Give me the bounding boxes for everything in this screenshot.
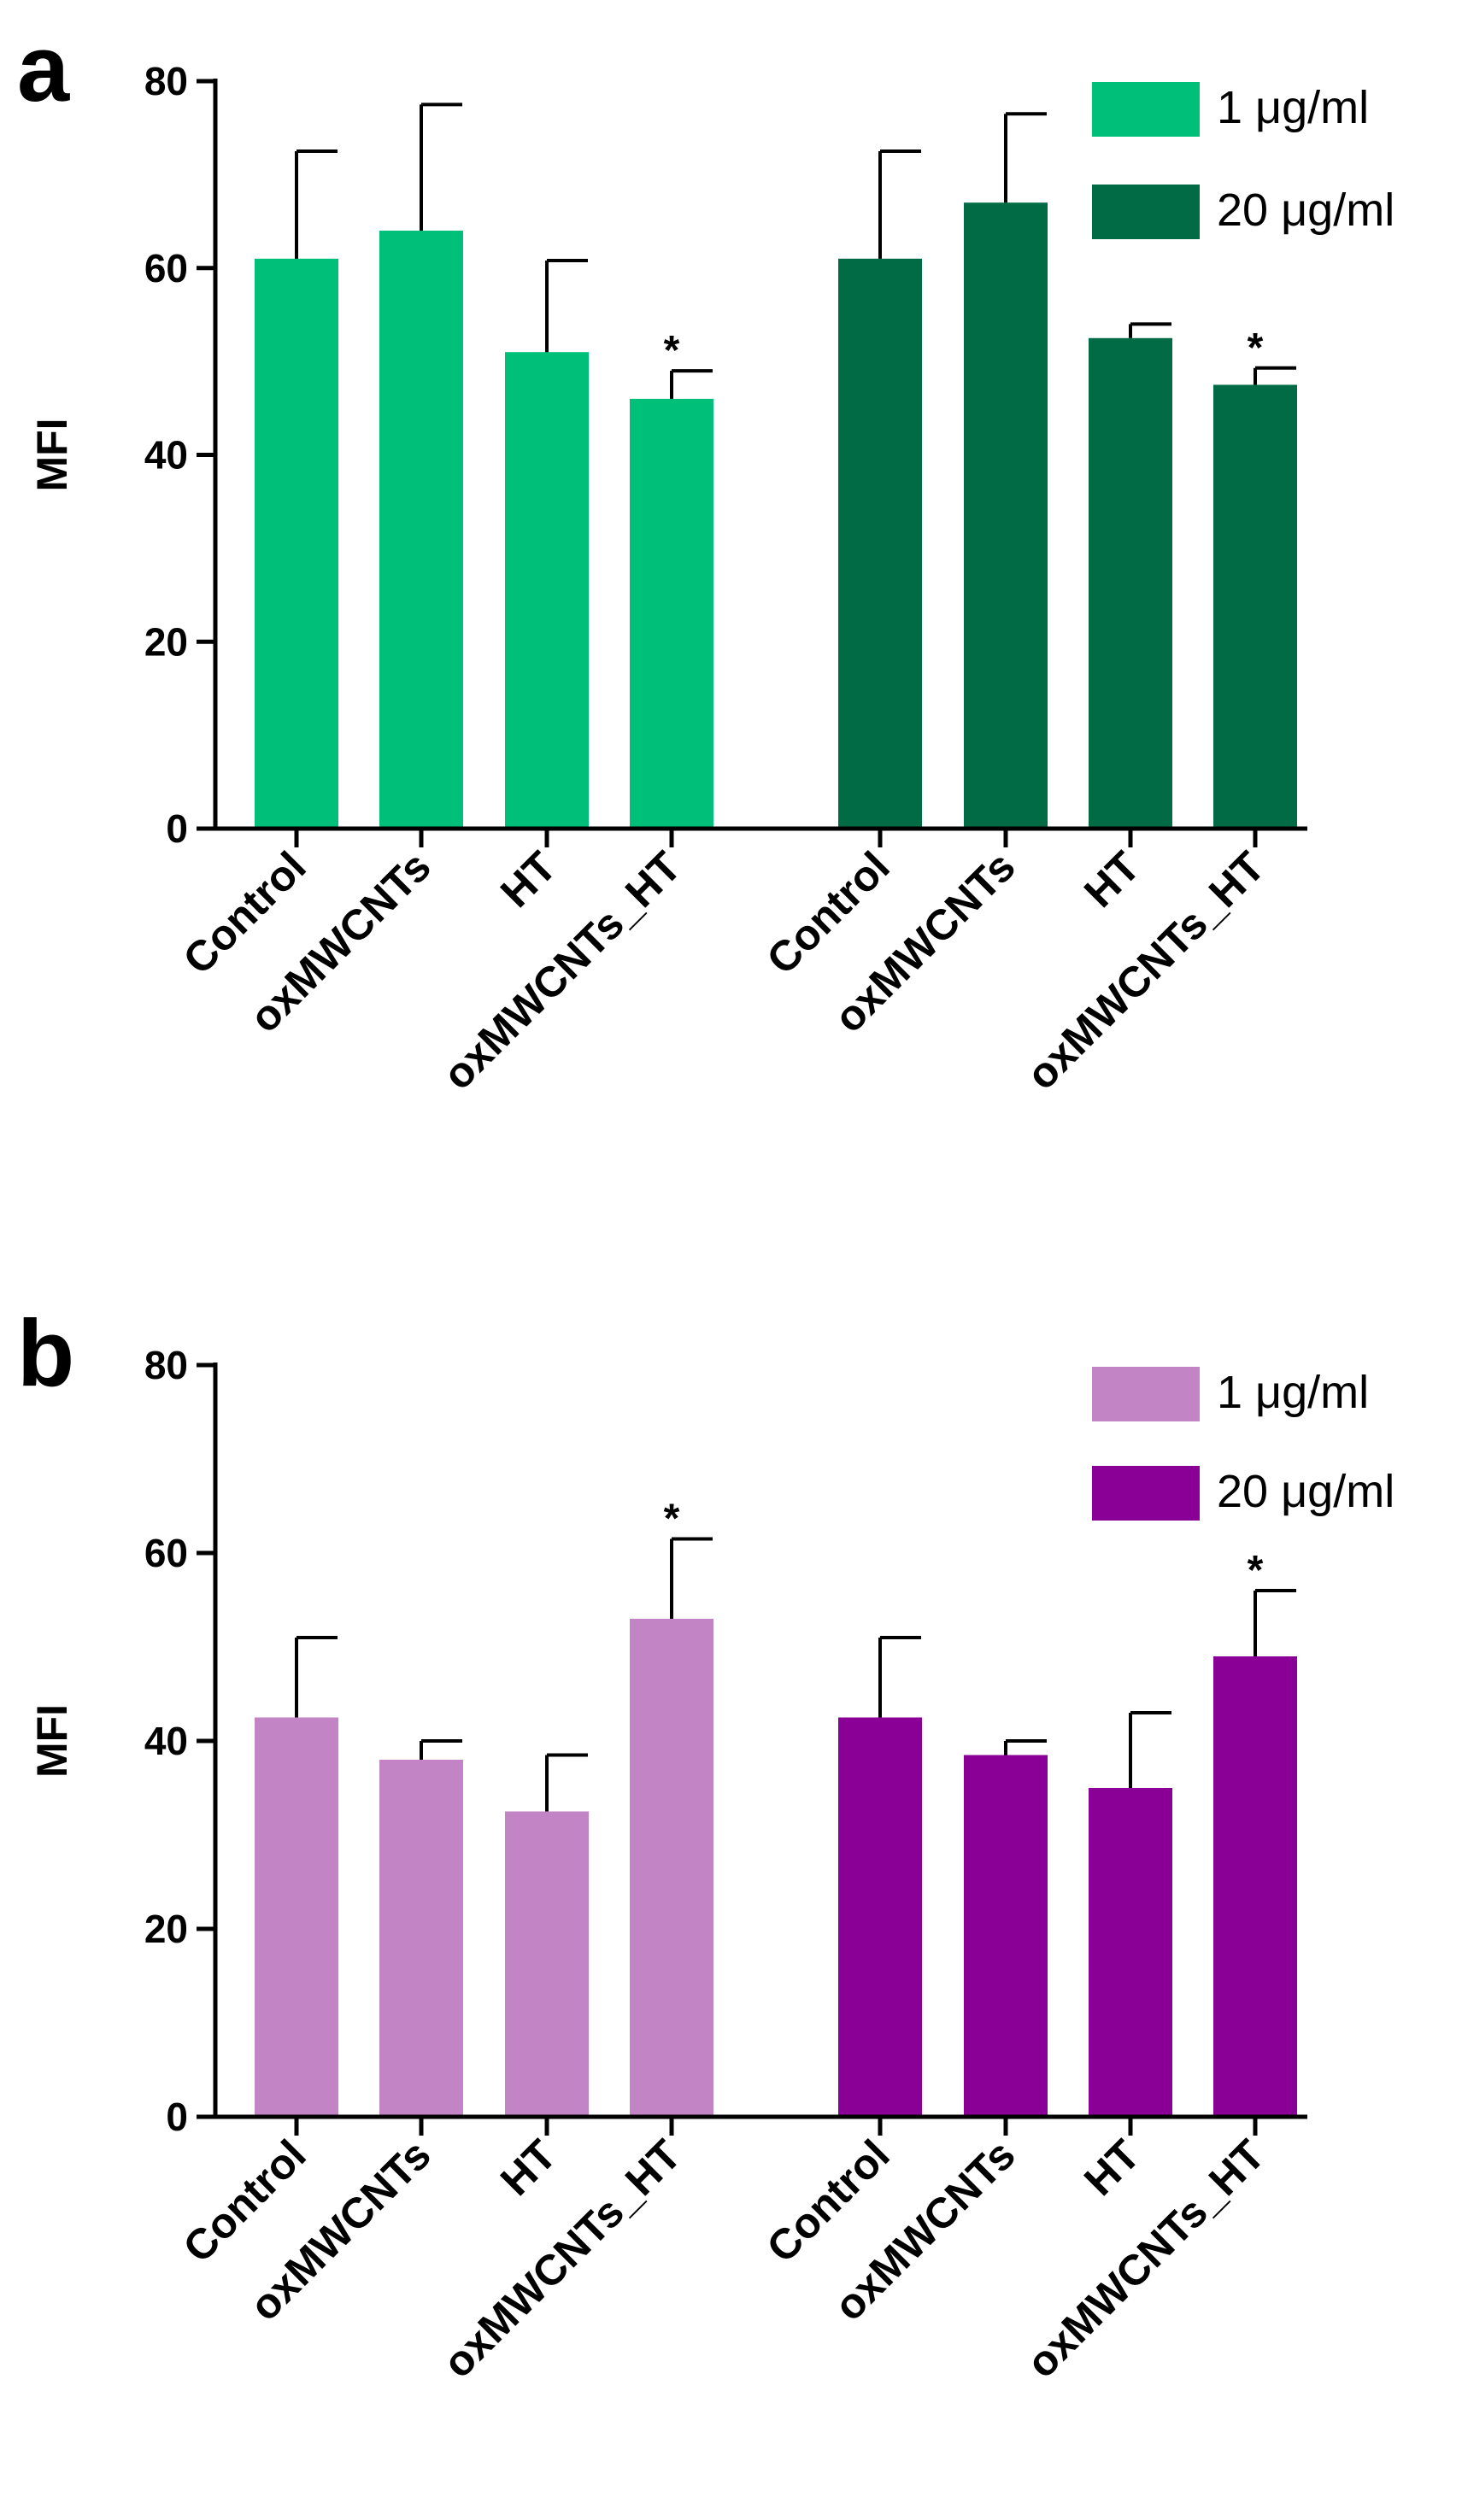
bar-1-HT <box>505 352 589 829</box>
y-tick-label: 40 <box>144 1719 188 1763</box>
panel-letter: a <box>17 16 70 121</box>
x-tick-label: HT <box>1075 2130 1149 2205</box>
legend-swatch <box>1092 1466 1200 1521</box>
y-tick-label: 20 <box>144 619 188 664</box>
x-tick-label: oxMWCNTs_HT <box>434 842 690 1099</box>
y-tick-label: 0 <box>166 2095 188 2139</box>
bar-20-oxMWCNTs_HT <box>1213 384 1297 829</box>
bar-20-HT <box>1089 1788 1172 2117</box>
y-tick-label: 40 <box>144 433 188 478</box>
bar-1-oxMWCNTs_HT <box>630 398 713 829</box>
legend-label: 1 μg/ml <box>1217 82 1369 133</box>
significance-marker: * <box>664 1497 680 1542</box>
bar-1-oxMWCNTs <box>379 1760 463 2117</box>
bar-1-oxMWCNTs <box>379 231 463 829</box>
legend-swatch <box>1092 1367 1200 1421</box>
legend-label: 1 μg/ml <box>1217 1367 1369 1418</box>
bar-20-HT <box>1089 337 1172 829</box>
legend-swatch <box>1092 82 1200 137</box>
y-axis-label: MFI <box>28 1704 76 1778</box>
x-tick-label: oxMWCNTs_HT <box>434 2130 690 2387</box>
bar-20-oxMWCNTs_HT <box>1213 1656 1297 2117</box>
bar-20-oxMWCNTs <box>964 202 1048 829</box>
x-tick-label: HT <box>1075 842 1149 917</box>
bar-20-Control <box>838 1717 922 2117</box>
y-axis-label: MFI <box>28 418 76 491</box>
x-tick-label: HT <box>491 2130 566 2205</box>
y-tick-label: 20 <box>144 1907 188 1951</box>
bar-20-oxMWCNTs <box>964 1755 1048 2117</box>
y-tick-label: 80 <box>144 1343 188 1387</box>
x-tick-label: oxMWCNTs_HT <box>1018 842 1274 1099</box>
significance-marker: * <box>1248 1548 1264 1593</box>
legend-label: 20 μg/ml <box>1217 1466 1394 1517</box>
significance-marker: * <box>664 328 680 373</box>
y-tick-label: 60 <box>144 1531 188 1575</box>
panel-letter: b <box>17 1301 74 1406</box>
bar-1-Control <box>255 1717 338 2117</box>
bar-1-HT <box>505 1811 589 2117</box>
y-tick-label: 0 <box>166 806 188 851</box>
bar-20-Control <box>838 258 922 829</box>
bar-1-oxMWCNTs_HT <box>630 1619 713 2117</box>
legend-label: 20 μg/ml <box>1217 185 1394 236</box>
y-tick-label: 80 <box>144 59 188 103</box>
significance-marker: * <box>1248 325 1264 371</box>
bar-1-Control <box>255 258 338 829</box>
legend-swatch <box>1092 185 1200 239</box>
x-tick-label: HT <box>491 842 566 917</box>
x-tick-label: oxMWCNTs_HT <box>1018 2130 1274 2387</box>
y-tick-label: 60 <box>144 246 188 290</box>
